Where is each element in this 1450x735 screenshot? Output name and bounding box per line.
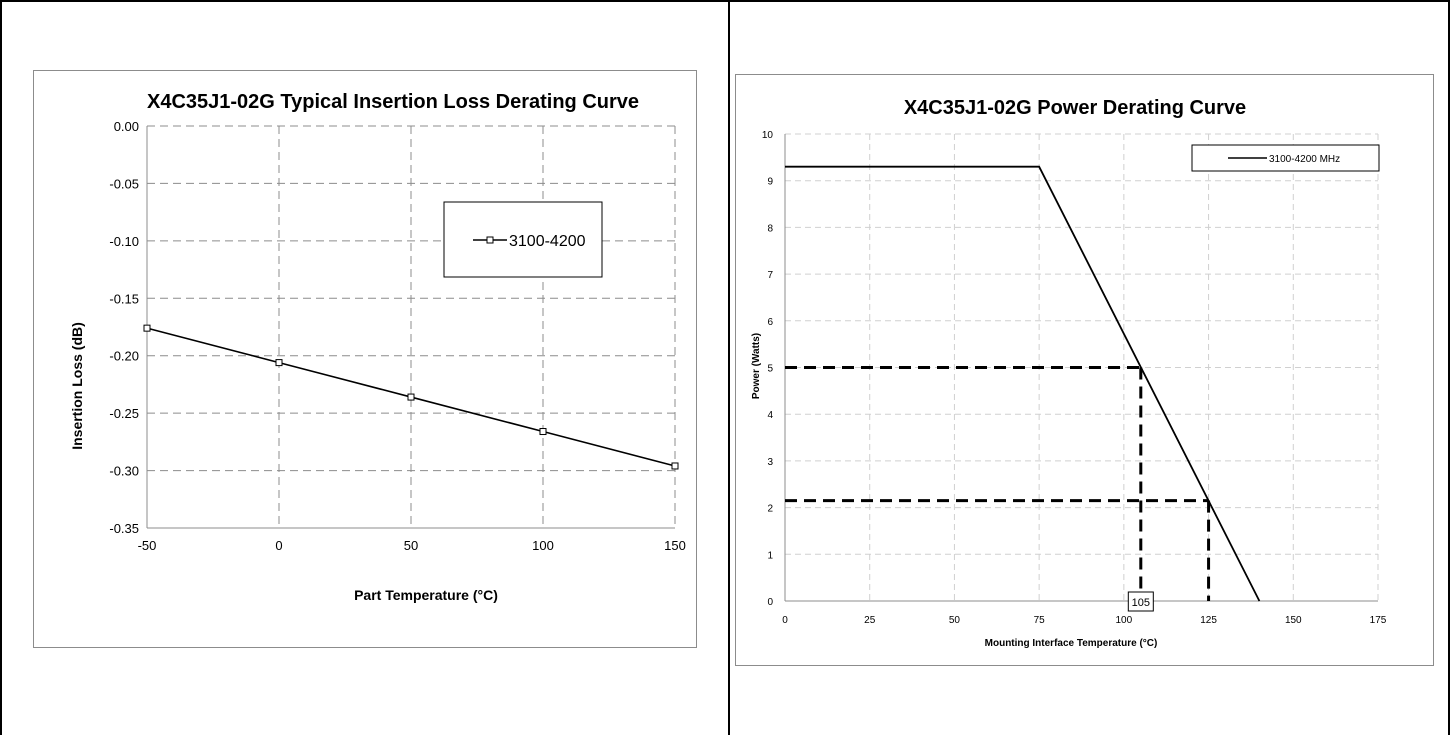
insertion-loss-chart: X4C35J1-02G Typical Insertion Loss Derat… [33, 70, 697, 648]
legend-box [1191, 144, 1380, 172]
x-tick-label: 175 [1370, 615, 1387, 626]
y-tick-label: 1 [767, 550, 773, 561]
y-tick-label: -0.30 [109, 464, 139, 479]
chart-border [735, 74, 1434, 666]
x-axis-label: Mounting Interface Temperature (°C) [985, 638, 1158, 649]
table-top-border [0, 0, 1450, 2]
series-line [785, 165, 1261, 602]
x-tick-label: 100 [1116, 615, 1133, 626]
x-tick-label: -50 [138, 538, 157, 553]
x-tick-label: 150 [664, 538, 686, 553]
chart-title: X4C35J1-02G Power Derating Curve [904, 97, 1246, 119]
x-tick-label: 75 [1034, 615, 1046, 626]
y-tick-label: 0.00 [114, 119, 139, 134]
y-tick-label: 6 [767, 317, 773, 328]
y-tick-label: -0.05 [109, 176, 139, 191]
y-tick-label: -0.25 [109, 406, 139, 421]
y-tick-label: 5 [767, 364, 773, 375]
data-point [407, 393, 415, 401]
legend-box [443, 201, 603, 278]
x-tick-label: 25 [864, 615, 876, 626]
x-tick-label: 100 [532, 538, 554, 553]
x-tick-label: 0 [275, 538, 282, 553]
annotation-box [1127, 591, 1154, 612]
y-tick-label: -0.35 [109, 521, 139, 536]
annotation-105: 105 [1127, 591, 1154, 612]
y-axis-label: Insertion Loss (dB) [69, 322, 85, 450]
y-tick-label: -0.15 [109, 291, 139, 306]
y-tick-label: 4 [767, 410, 773, 421]
y-axis-label: Power (Watts) [751, 333, 762, 399]
y-tick-label: 7 [767, 270, 773, 281]
legend: 3100-4200 MHz [1191, 144, 1380, 172]
annotation-text: 105 [1132, 597, 1150, 609]
y-tick-label: 0 [767, 597, 773, 608]
table-cell-divider [728, 0, 730, 735]
power-derating-chart: X4C35J1-02G Power Derating Curve 0 1 2 3 4 5 6… [735, 74, 1434, 666]
legend-marker [486, 236, 494, 244]
legend-entry: 3100-4200 [509, 233, 586, 250]
y-tick-label: -0.20 [109, 349, 139, 364]
legend-entry: 3100-4200 MHz [1269, 154, 1340, 165]
chart-border [33, 70, 697, 648]
x-tick-label: 50 [404, 538, 418, 553]
legend: 3100-4200 [443, 201, 603, 278]
table-right-border [1448, 0, 1450, 735]
y-tick-label: 2 [767, 504, 773, 515]
y-tick-label: 9 [767, 177, 773, 188]
y-tick-label: 10 [762, 130, 774, 141]
data-point [275, 359, 283, 367]
data-point [539, 428, 547, 436]
data-point [671, 462, 679, 470]
chart-title: X4C35J1-02G Typical Insertion Loss Derat… [147, 91, 639, 113]
x-tick-label: 125 [1200, 615, 1217, 626]
y-tick-label: -0.10 [109, 234, 139, 249]
x-tick-label: 50 [949, 615, 961, 626]
y-tick-label: 8 [767, 223, 773, 234]
x-axis-label: Part Temperature (°C) [354, 587, 498, 603]
y-tick-label: 3 [767, 457, 773, 468]
x-tick-label: 150 [1285, 615, 1302, 626]
data-point [143, 324, 151, 332]
table-left-border [0, 0, 2, 735]
x-tick-label: 0 [782, 615, 788, 626]
